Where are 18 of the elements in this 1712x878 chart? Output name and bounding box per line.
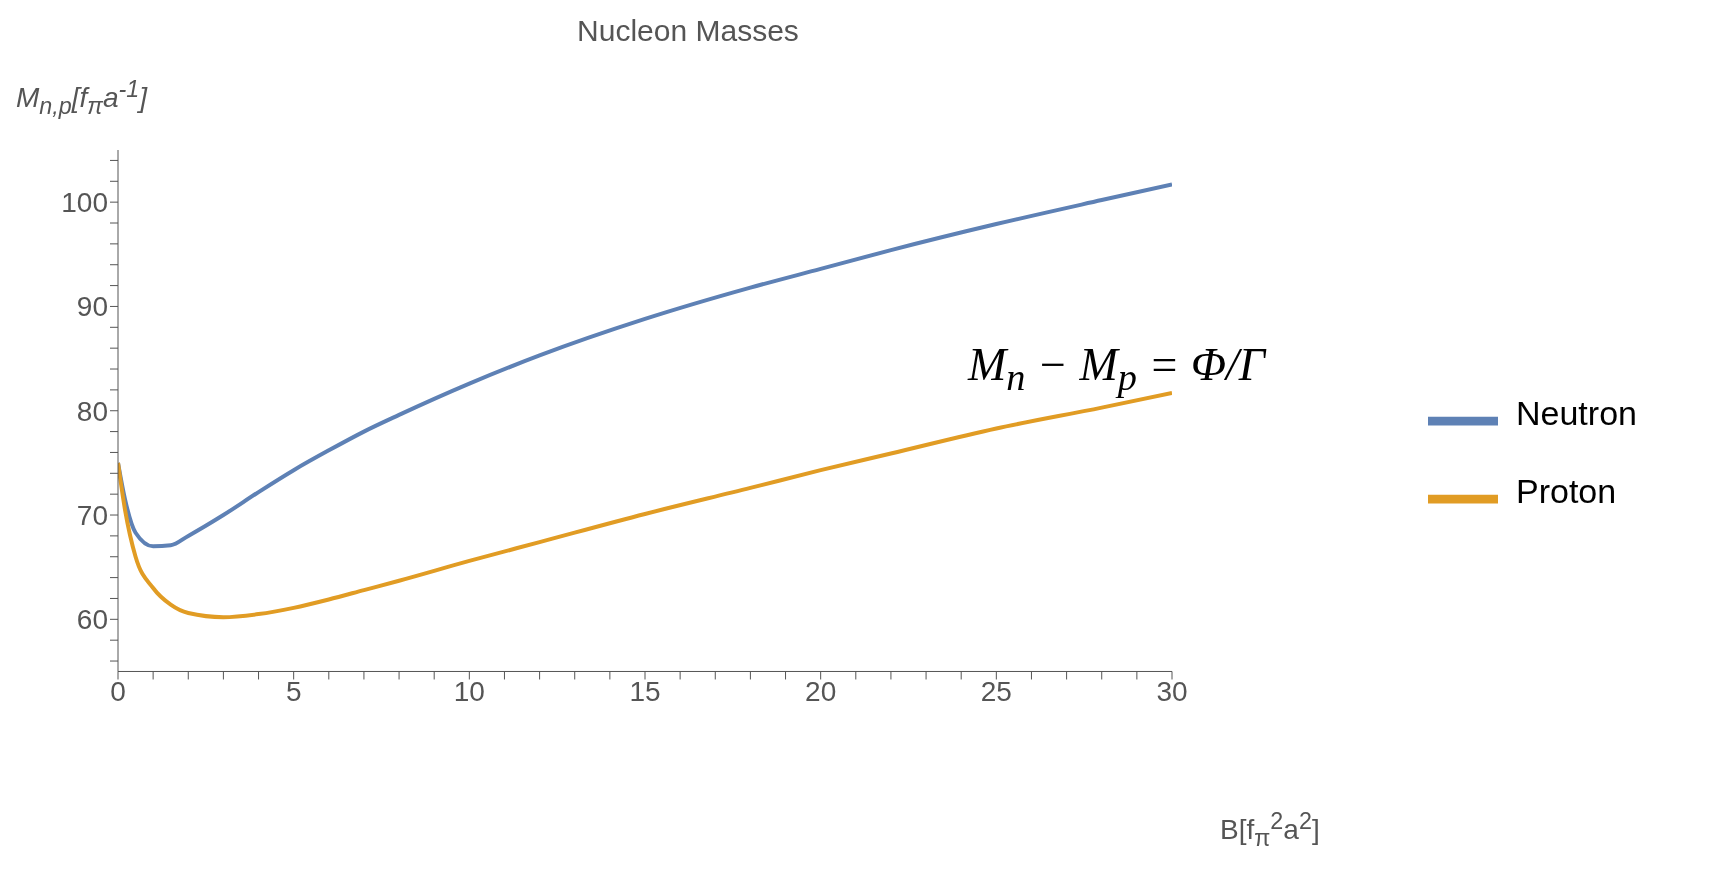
annotation: M$_{n}$ − M$_{p}$ = Φ/Γ xyxy=(968,338,1266,400)
x-tick-label: 0 xyxy=(110,676,126,708)
x-tick-label: 20 xyxy=(805,676,837,708)
y-axis-title: M$_{n,p}$[f$_{π}$a$^{-1}$] xyxy=(16,76,148,120)
x-tick-label: 30 xyxy=(1156,676,1188,708)
y-tick-label: 60 xyxy=(76,604,108,636)
chart-title: Nucleon Masses xyxy=(576,14,800,48)
x-axis-title: B[f$_{π}$$^{2}$a$^{2}$] xyxy=(1220,808,1320,852)
x-tick-label: 10 xyxy=(453,676,485,708)
legend-label: Neutron xyxy=(1516,394,1637,432)
x-tick-label: 15 xyxy=(629,676,661,708)
y-tick-label: 80 xyxy=(76,395,108,427)
x-tick-label: 5 xyxy=(285,676,302,708)
x-tick-label: 25 xyxy=(980,676,1012,708)
legend-label: Proton xyxy=(1516,471,1617,510)
y-tick-label: 100 xyxy=(61,187,108,219)
y-tick-label: 70 xyxy=(76,499,108,531)
y-tick-label: 90 xyxy=(76,291,108,323)
